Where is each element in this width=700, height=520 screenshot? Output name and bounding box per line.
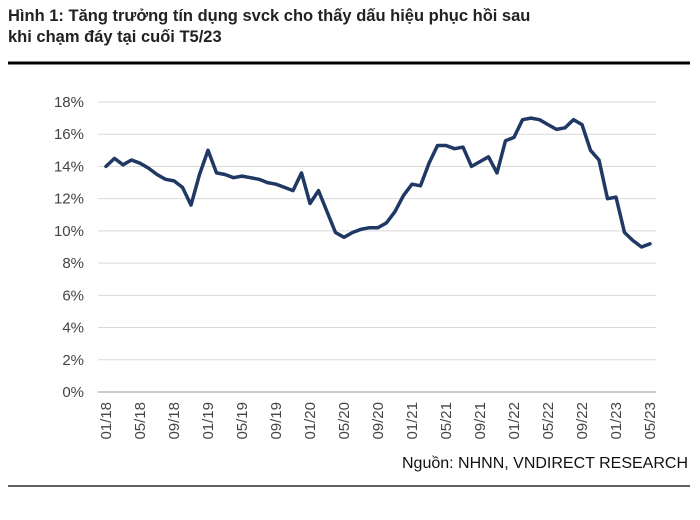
y-tick-label: 0%	[62, 384, 84, 401]
x-tick-label: 01/21	[404, 402, 421, 440]
y-tick-label: 10%	[54, 223, 84, 240]
x-tick-label: 01/19	[200, 402, 217, 440]
x-tick-label: 05/21	[438, 402, 455, 440]
x-tick-label: 05/22	[540, 402, 557, 440]
x-tick-label: 05/18	[132, 402, 149, 440]
x-tick-label: 01/20	[302, 402, 319, 440]
x-tick-label: 01/23	[608, 402, 625, 440]
y-tick-label: 2%	[62, 352, 84, 369]
x-tick-label: 09/21	[472, 402, 489, 440]
y-tick-label: 14%	[54, 158, 84, 175]
x-tick-label: 05/23	[642, 402, 659, 440]
source-note: Nguồn: NHNN, VNDIRECT RESEARCH	[402, 455, 688, 472]
y-tick-label: 16%	[54, 126, 84, 143]
x-tick-label: 05/20	[336, 402, 353, 440]
x-tick-label: 09/18	[166, 402, 183, 440]
x-tick-label: 01/22	[506, 402, 523, 440]
x-tick-label: 09/22	[574, 402, 591, 440]
x-tick-label: 09/20	[370, 402, 387, 440]
chart-title: Hình 1: Tăng trưởng tín dụng svck cho th…	[8, 6, 530, 48]
x-tick-label: 01/18	[98, 402, 115, 440]
x-tick-label: 05/19	[234, 402, 251, 440]
data-line	[104, 116, 652, 249]
y-tick-label: 18%	[54, 94, 84, 111]
y-tick-label: 6%	[62, 287, 84, 304]
y-tick-label: 8%	[62, 255, 84, 272]
y-tick-label: 4%	[62, 320, 84, 337]
title-line: khi chạm đáy tại cuối T5/23	[8, 28, 222, 46]
title-line: Hình 1: Tăng trưởng tín dụng svck cho th…	[8, 7, 531, 25]
y-tick-label: 12%	[54, 191, 84, 208]
x-tick-label: 09/19	[268, 402, 285, 440]
